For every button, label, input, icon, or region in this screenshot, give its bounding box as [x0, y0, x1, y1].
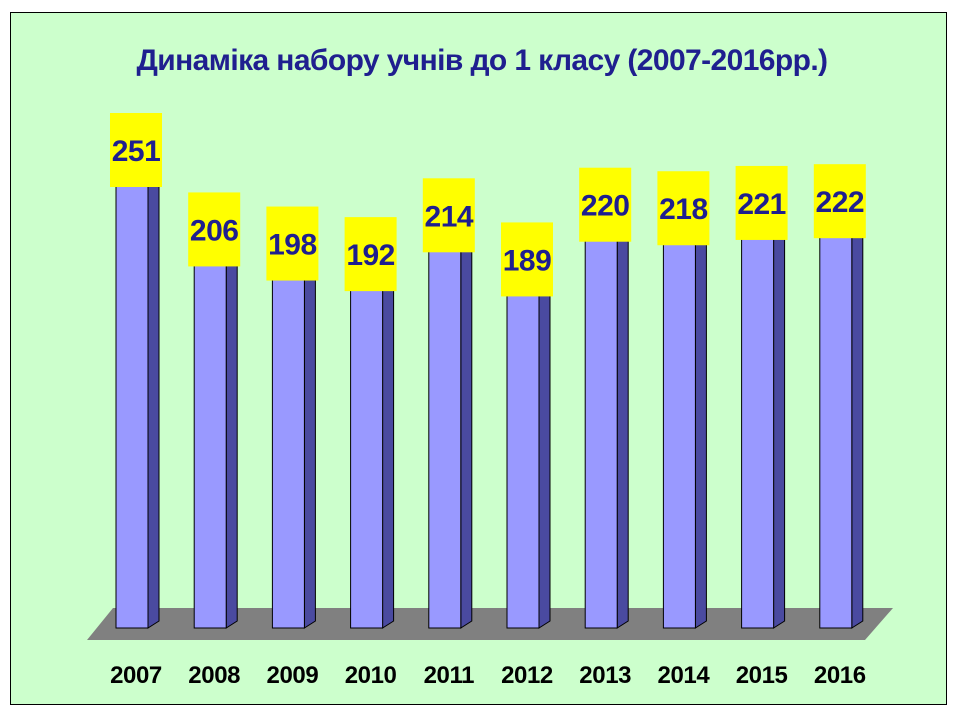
- bar-side: [225, 256, 238, 629]
- data-label: 218: [659, 193, 708, 226]
- data-label: 198: [268, 229, 317, 262]
- x-tick-label: 2016: [814, 662, 866, 689]
- bar-front: [428, 249, 462, 629]
- bar-side: [303, 270, 316, 629]
- data-label: 192: [346, 239, 395, 272]
- bar-side: [851, 228, 864, 629]
- bar-front: [584, 239, 618, 629]
- x-tick-label: 2013: [579, 662, 631, 689]
- data-label: 214: [425, 200, 474, 233]
- data-label-box: [344, 217, 397, 292]
- bar-side: [147, 177, 160, 629]
- bar-2012: [505, 286, 552, 629]
- chart-title: Динаміка набору учнів до 1 класу (2007-2…: [137, 44, 828, 77]
- x-tick-label: 2014: [658, 662, 711, 689]
- data-label: 189: [503, 244, 552, 277]
- bar-2007: [114, 177, 161, 629]
- data-label: 251: [112, 135, 161, 168]
- data-label-box: [579, 167, 632, 242]
- bar-side: [460, 242, 473, 629]
- x-tick-label: 2012: [501, 662, 553, 689]
- data-label-box: [501, 222, 553, 297]
- bars-group: [114, 177, 865, 629]
- bar-side: [382, 281, 395, 629]
- bar-2015: [739, 230, 787, 629]
- bar-side: [538, 286, 551, 629]
- data-label-box: [266, 206, 319, 281]
- x-tick-label: 2008: [188, 662, 240, 689]
- bar-side: [773, 230, 786, 629]
- data-labels-group: 251 206 198 192 214 189 220 218 221 222: [110, 113, 866, 297]
- data-label-box: [735, 165, 788, 240]
- bar-2013: [583, 231, 630, 629]
- x-tick-label: 2015: [736, 662, 788, 689]
- bar-2011: [427, 242, 474, 629]
- data-label-box: [110, 113, 162, 187]
- x-tick-label: 2007: [110, 662, 162, 689]
- data-label-box: [657, 171, 710, 246]
- bar-side: [616, 231, 629, 629]
- x-tick-label: 2009: [267, 662, 319, 689]
- bar-front: [741, 237, 775, 629]
- bar-2008: [192, 256, 239, 629]
- bar-front: [193, 263, 227, 629]
- bar-2010: [348, 281, 396, 629]
- bar-side: [694, 235, 707, 629]
- data-label: 222: [816, 186, 865, 219]
- x-axis-ticks: 2007 2008 2009 2010 2011 2012 2013 2014 2015 2016: [110, 662, 866, 689]
- bar-front: [819, 235, 853, 629]
- bar-front: [115, 184, 149, 629]
- data-label-box: [422, 178, 475, 253]
- bar-2009: [270, 270, 318, 629]
- bar-front: [271, 278, 305, 629]
- bar-front: [350, 288, 384, 629]
- chart-area: [10, 12, 947, 705]
- data-label-box: [813, 164, 866, 239]
- bar-2014: [661, 235, 709, 629]
- x-tick-label: 2010: [345, 662, 397, 689]
- data-label: 206: [190, 214, 239, 247]
- bar-front: [506, 293, 540, 629]
- bar-front: [662, 242, 696, 629]
- data-label: 221: [737, 188, 786, 221]
- bar-2016: [818, 228, 865, 629]
- x-tick-label: 2011: [424, 662, 475, 689]
- data-label: 220: [581, 190, 630, 223]
- data-label-box: [188, 192, 241, 267]
